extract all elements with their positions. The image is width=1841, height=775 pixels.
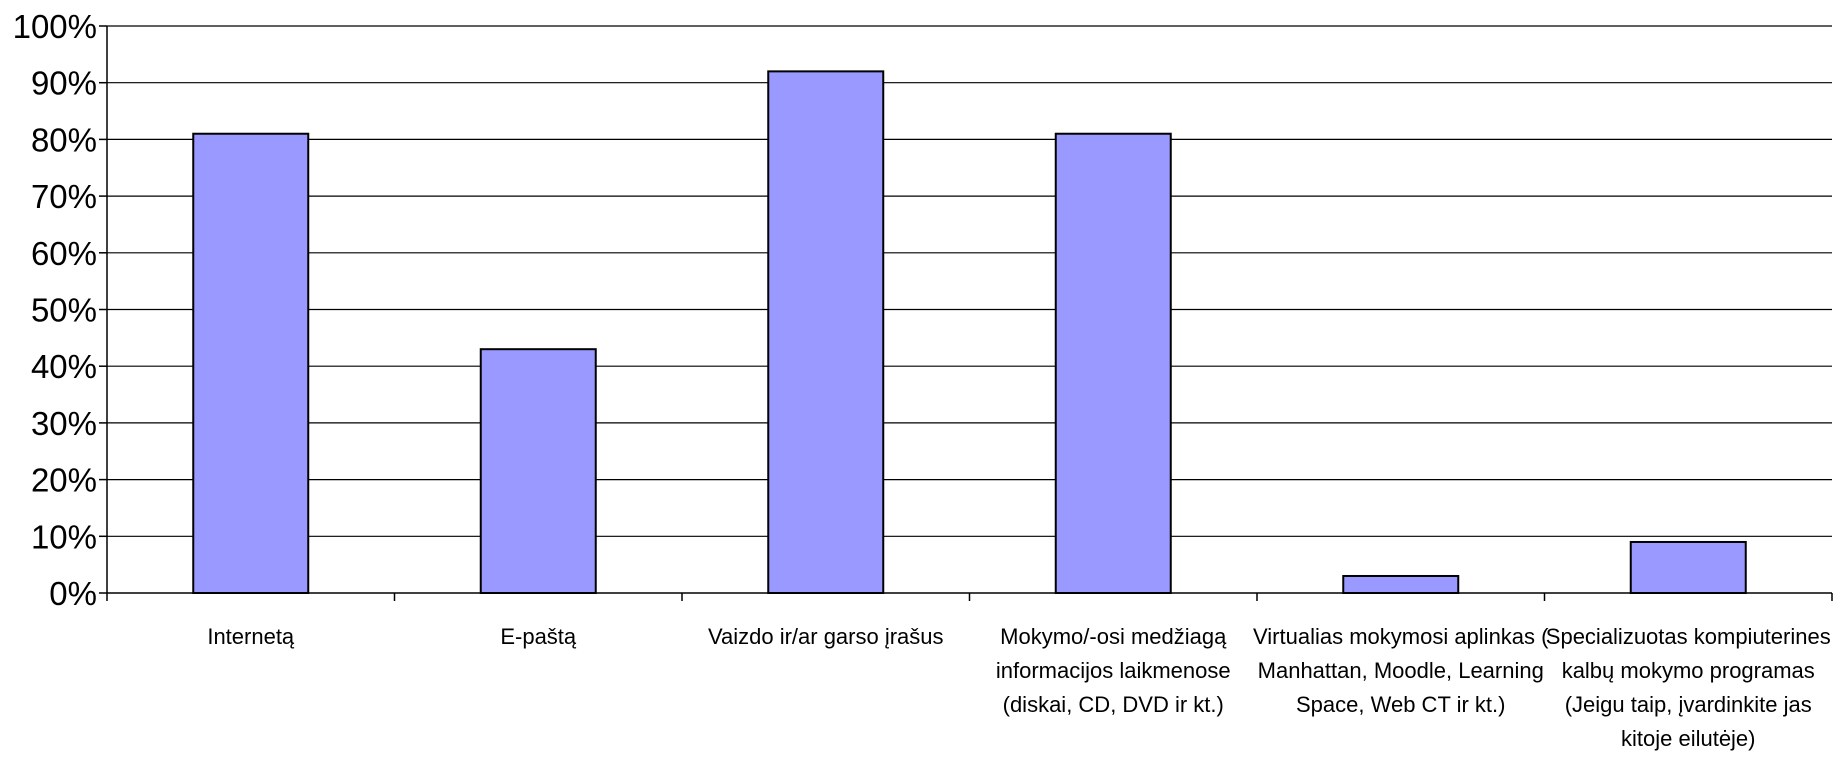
x-category-label-line: kalbų mokymo programas: [1562, 658, 1815, 683]
x-category-label-line: Space, Web CT ir kt.): [1296, 692, 1505, 717]
x-category-label-line: Virtualias mokymosi aplinkas (: [1253, 624, 1549, 649]
y-tick-label: 60%: [31, 235, 97, 272]
x-category-label-line: E-paštą: [500, 624, 577, 649]
x-category-label-line: Internetą: [207, 624, 295, 649]
x-category-label: Internetą: [207, 624, 295, 649]
bars: [192, 70, 1747, 595]
x-category-label-line: informacijos laikmenose: [996, 658, 1231, 683]
bar: [1342, 574, 1460, 594]
x-category-label-line: kitoje eilutėje): [1621, 726, 1756, 751]
y-tick-label: 0%: [49, 575, 97, 612]
y-tick-label: 20%: [31, 462, 97, 499]
bar: [192, 132, 310, 594]
y-tick-label: 30%: [31, 405, 97, 442]
y-tick-label: 100%: [13, 8, 97, 45]
gridlines: [107, 25, 1832, 537]
bar: [479, 348, 597, 594]
x-category-label: Vaizdo ir/ar garso įrašus: [708, 624, 944, 649]
y-tick-label: 40%: [31, 348, 97, 385]
x-category-label: Virtualias mokymosi aplinkas ( Manhattan,…: [1253, 624, 1549, 717]
x-category-label: E-paštą: [500, 624, 577, 649]
y-tick-label: 80%: [31, 121, 97, 158]
y-tick-label: 90%: [31, 65, 97, 102]
y-tick-label: 70%: [31, 178, 97, 215]
bar: [1054, 132, 1172, 594]
x-category-labels: Internetą E-paštą Vaizdo ir/ar garso įrašu…: [207, 624, 1830, 751]
x-category-label-line: Manhattan, Moodle, Learning: [1258, 658, 1544, 683]
axes: [99, 25, 1833, 601]
x-category-label-line: (diskai, CD, DVD ir kt.): [1003, 692, 1224, 717]
x-category-label-line: (Jeigu taip, įvardinkite jas: [1565, 692, 1812, 717]
bar: [1629, 540, 1747, 594]
x-category-label-line: Vaizdo ir/ar garso įrašus: [708, 624, 944, 649]
x-category-label: Specializuotas kompiuterines kalbų mokymo…: [1546, 624, 1831, 751]
x-category-label-line: Mokymo/-osi medžiagą: [1000, 624, 1227, 649]
x-category-label: Mokymo/-osi medžiagą informacijos laikmen…: [996, 624, 1231, 717]
bar: [767, 70, 885, 595]
y-tick-labels: 0% 10% 20% 30% 40% 50% 60% 70% 80% 90% 100%: [13, 8, 97, 612]
y-tick-label: 50%: [31, 292, 97, 329]
y-tick-label: 10%: [31, 518, 97, 555]
x-category-label-line: Specializuotas kompiuterines: [1546, 624, 1831, 649]
